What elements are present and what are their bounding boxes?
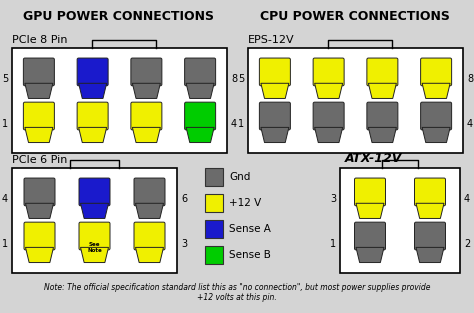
Text: 8: 8 [231,74,237,85]
Polygon shape [186,127,214,142]
Polygon shape [136,203,164,218]
Text: Note: The official specification standard list this as "no connection", but most: Note: The official specification standar… [44,283,430,302]
Text: ATX-12V: ATX-12V [345,152,402,165]
FancyBboxPatch shape [79,222,110,250]
FancyBboxPatch shape [23,58,55,86]
Text: CPU POWER CONNECTIONS: CPU POWER CONNECTIONS [260,10,450,23]
Bar [248,48,463,153]
Polygon shape [422,83,450,99]
FancyBboxPatch shape [79,178,110,206]
Text: EPS-12V: EPS-12V [248,35,295,45]
Polygon shape [416,247,444,263]
Bar [205,194,223,212]
Text: GPU POWER CONNECTIONS: GPU POWER CONNECTIONS [24,10,215,23]
FancyBboxPatch shape [185,58,216,86]
Text: 6: 6 [181,194,187,204]
Polygon shape [25,83,53,99]
Polygon shape [79,83,107,99]
Polygon shape [81,203,109,218]
Polygon shape [368,127,396,142]
Polygon shape [132,83,160,99]
Polygon shape [422,127,450,142]
Polygon shape [368,83,396,99]
FancyBboxPatch shape [367,58,398,86]
Text: 1: 1 [2,119,8,129]
FancyBboxPatch shape [420,102,452,130]
FancyBboxPatch shape [131,102,162,130]
Text: 5: 5 [2,74,8,85]
Bar [205,220,223,238]
FancyBboxPatch shape [367,102,398,130]
Text: 4: 4 [467,119,473,129]
Text: PCIe 8 Pin: PCIe 8 Pin [12,35,67,45]
Text: Sense A: Sense A [229,224,271,234]
FancyBboxPatch shape [77,58,108,86]
Polygon shape [315,83,343,99]
Polygon shape [25,127,53,142]
Polygon shape [26,247,54,263]
Polygon shape [356,203,384,218]
Polygon shape [136,247,164,263]
FancyBboxPatch shape [77,102,108,130]
FancyBboxPatch shape [355,222,385,250]
Polygon shape [356,247,384,263]
FancyBboxPatch shape [134,222,165,250]
Text: +12 V: +12 V [229,198,261,208]
Text: PCIe 6 Pin: PCIe 6 Pin [12,155,67,165]
Polygon shape [132,127,160,142]
FancyBboxPatch shape [420,58,452,86]
Polygon shape [261,83,289,99]
Polygon shape [315,127,343,142]
Text: See
Note: See Note [87,242,102,253]
Text: 3: 3 [181,239,187,249]
Text: 4: 4 [2,194,8,204]
Polygon shape [79,127,107,142]
Text: 3: 3 [330,194,336,204]
Polygon shape [186,83,214,99]
Text: 5: 5 [238,74,244,85]
FancyBboxPatch shape [414,222,446,250]
Bar [205,246,223,264]
Text: 1: 1 [330,239,336,249]
Text: 1: 1 [2,239,8,249]
Polygon shape [81,247,109,263]
FancyBboxPatch shape [313,102,344,130]
FancyBboxPatch shape [134,178,165,206]
FancyBboxPatch shape [185,102,216,130]
FancyBboxPatch shape [313,58,344,86]
FancyBboxPatch shape [414,178,446,206]
Polygon shape [26,203,54,218]
Bar [12,168,177,273]
Text: 4: 4 [464,194,470,204]
FancyBboxPatch shape [131,58,162,86]
FancyBboxPatch shape [259,58,291,86]
Polygon shape [261,127,289,142]
Text: 1: 1 [238,119,244,129]
Bar [12,48,227,153]
FancyBboxPatch shape [355,178,385,206]
Text: 4: 4 [231,119,237,129]
FancyBboxPatch shape [23,102,55,130]
Polygon shape [416,203,444,218]
Text: 2: 2 [464,239,470,249]
FancyBboxPatch shape [24,222,55,250]
Text: Sense B: Sense B [229,250,271,260]
Bar [205,168,223,186]
FancyBboxPatch shape [24,178,55,206]
Text: Gnd: Gnd [229,172,250,182]
Bar [340,168,460,273]
Text: 8: 8 [467,74,473,85]
FancyBboxPatch shape [259,102,291,130]
